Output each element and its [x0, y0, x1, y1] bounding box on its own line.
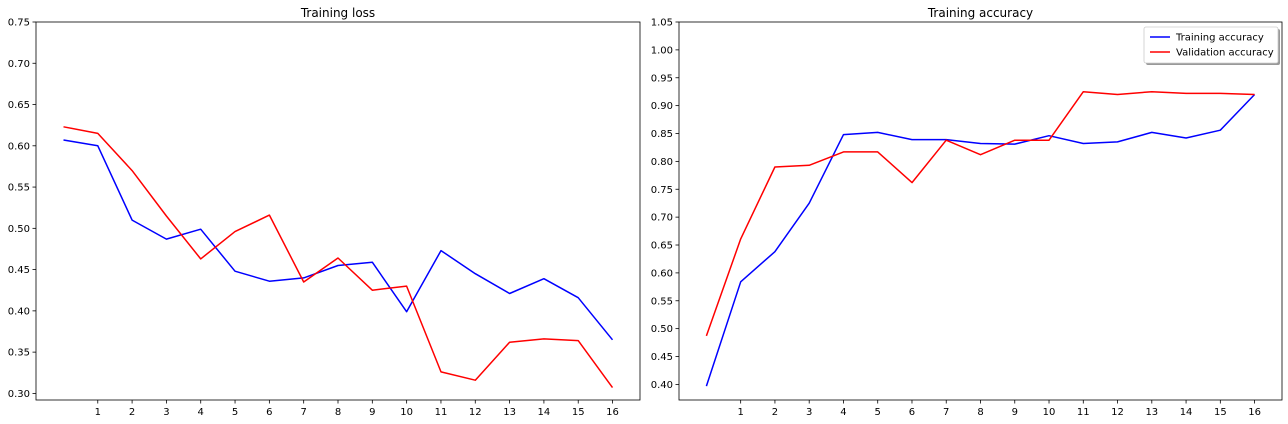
y-tick-label: 0.80 — [651, 157, 673, 168]
accuracy-plot-frame — [678, 21, 1283, 401]
x-tick-label: 6 — [266, 407, 272, 418]
legend-entry-label: Training accuracy — [1175, 33, 1264, 44]
y-tick-label: 0.70 — [8, 59, 30, 70]
x-tick-label: 2 — [129, 407, 135, 418]
loss-series-line-red — [63, 126, 614, 389]
y-tick-label: 0.65 — [8, 100, 30, 111]
x-tick-label: 4 — [840, 407, 846, 418]
x-tick-label: 10 — [400, 407, 413, 418]
x-tick-label: 5 — [875, 407, 881, 418]
x-tick-label: 3 — [163, 407, 169, 418]
y-tick-label: 0.50 — [651, 324, 673, 335]
y-tick-label: 0.60 — [651, 268, 673, 279]
x-tick-label: 15 — [572, 407, 585, 418]
y-tick-label: 0.70 — [651, 213, 673, 224]
accuracy-series-line-training-accuracy — [705, 93, 1256, 387]
y-tick-label: 0.55 — [8, 183, 30, 194]
x-tick-label: 6 — [909, 407, 915, 418]
x-tick-label: 11 — [435, 407, 448, 418]
x-tick-label: 12 — [1111, 407, 1124, 418]
x-tick-label: 16 — [606, 407, 619, 418]
y-tick-label: 1.00 — [651, 45, 673, 56]
y-tick-label: 0.50 — [8, 224, 30, 235]
y-tick-label: 0.75 — [651, 185, 673, 196]
y-tick-label: 0.90 — [651, 101, 673, 112]
x-tick-label: 4 — [198, 407, 204, 418]
y-tick-label: 0.30 — [8, 389, 30, 400]
x-tick-label: 1 — [737, 407, 743, 418]
y-tick-label: 0.65 — [651, 241, 673, 252]
x-tick-label: 16 — [1248, 407, 1261, 418]
x-tick-label: 11 — [1077, 407, 1090, 418]
y-tick-label: 0.85 — [651, 129, 673, 140]
y-tick-label: 0.40 — [8, 306, 30, 317]
legend: Training accuracy Validation accuracy — [1143, 26, 1280, 65]
y-tick-label: 0.95 — [651, 73, 673, 84]
y-tick-label: 0.35 — [8, 348, 30, 359]
x-tick-label: 14 — [1180, 407, 1193, 418]
accuracy-chart-title: Training accuracy — [927, 6, 1033, 20]
x-tick-label: 12 — [469, 407, 482, 418]
y-tick-label: 0.60 — [8, 141, 30, 152]
loss-chart-panel: Training loss 0.30 0.35 0.40 0.45 0.50 0.55 0.6… — [8, 6, 641, 418]
accuracy-chart-panel: Training accuracy 0.40 0.45 0.50 0.55 0.60 0.6… — [651, 6, 1283, 418]
loss-chart-title: Training loss — [300, 6, 375, 20]
x-tick-label: 9 — [1012, 407, 1018, 418]
x-tick-label: 2 — [772, 407, 778, 418]
x-tick-label: 1 — [95, 407, 101, 418]
y-tick-label: 0.55 — [651, 296, 673, 307]
loss-series-line-blue — [63, 139, 614, 341]
legend-box — [1143, 26, 1279, 64]
y-tick-label: 0.45 — [651, 352, 673, 363]
y-tick-label: 0.40 — [651, 380, 673, 391]
accuracy-series-line-validation-accuracy — [705, 90, 1255, 337]
x-tick-label: 7 — [300, 407, 306, 418]
x-tick-label: 8 — [977, 407, 983, 418]
y-tick-label: 1.05 — [651, 18, 673, 29]
x-tick-label: 7 — [943, 407, 949, 418]
x-tick-label: 3 — [806, 407, 812, 418]
x-tick-label: 8 — [335, 407, 341, 418]
x-tick-label: 10 — [1043, 407, 1056, 418]
x-tick-label: 14 — [538, 407, 551, 418]
loss-plot-frame — [35, 21, 641, 401]
x-tick-label: 13 — [1145, 407, 1158, 418]
x-tick-label: 9 — [369, 407, 375, 418]
y-tick-label: 0.75 — [8, 18, 30, 29]
x-tick-label: 5 — [232, 407, 238, 418]
x-tick-label: 13 — [503, 407, 516, 418]
legend-entry-label: Validation accuracy — [1176, 48, 1274, 59]
x-tick-label: 15 — [1214, 407, 1227, 418]
y-tick-label: 0.45 — [8, 265, 30, 276]
